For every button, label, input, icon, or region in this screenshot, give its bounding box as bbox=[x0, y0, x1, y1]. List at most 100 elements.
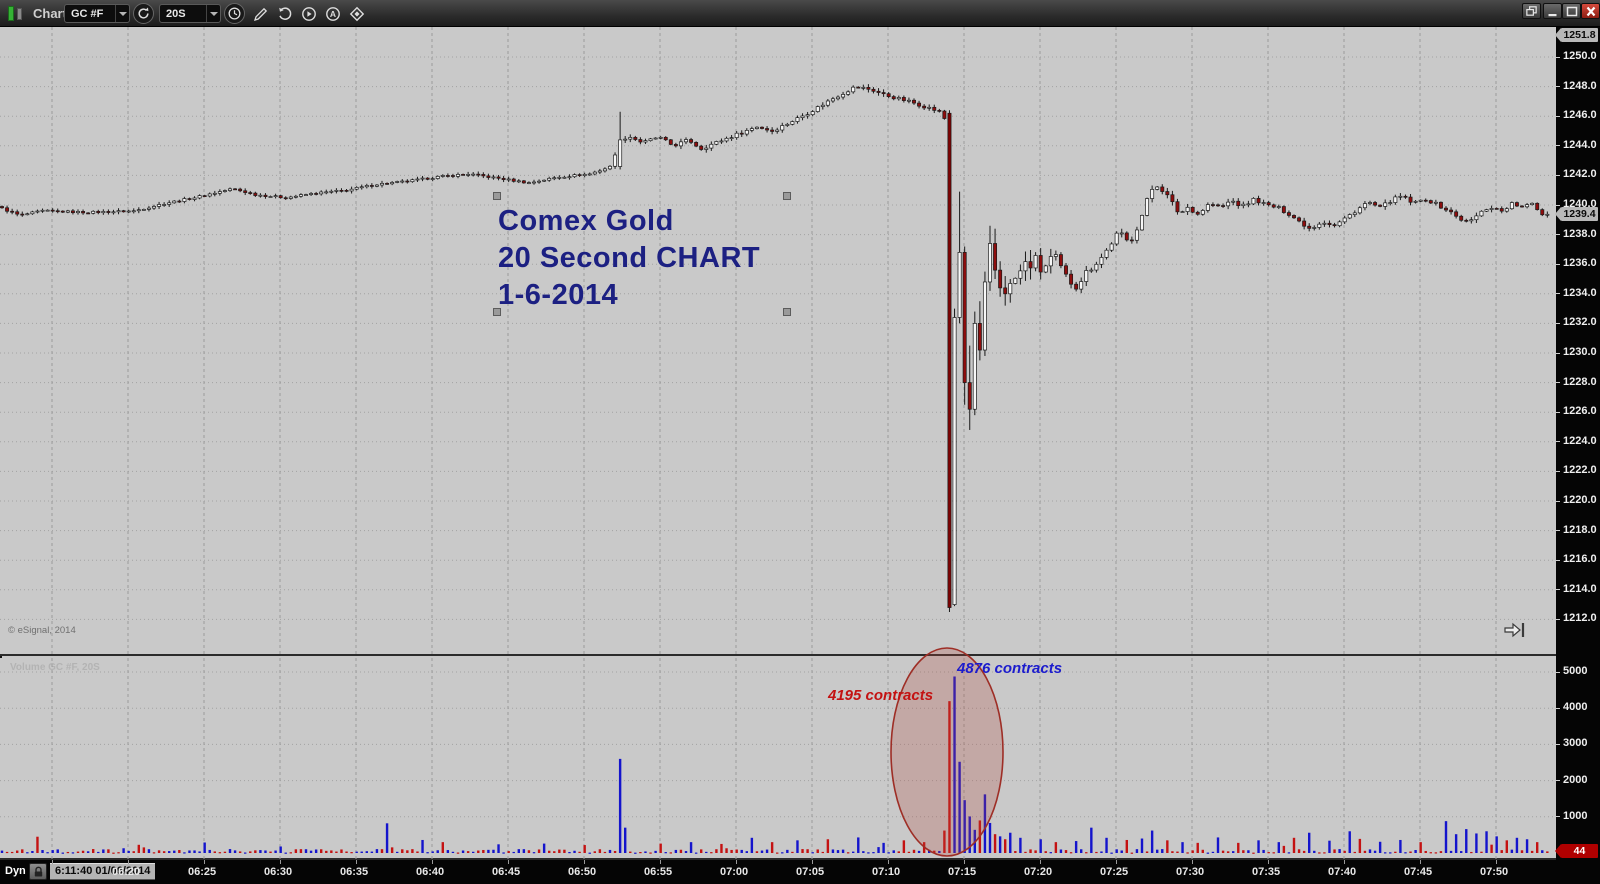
time-label: 06:25 bbox=[188, 866, 217, 878]
price-label: 1236.0 bbox=[1563, 257, 1597, 270]
time-tick bbox=[432, 860, 433, 864]
price-axis[interactable]: 1251.8 1239.4 44 1250.0 1248.0 1246.0 1244.… bbox=[1555, 27, 1600, 860]
minimize-button[interactable] bbox=[1543, 3, 1562, 19]
price-tick bbox=[1556, 293, 1560, 295]
price-tick bbox=[1556, 441, 1560, 443]
price-tick bbox=[1556, 204, 1560, 206]
time-tick bbox=[1116, 860, 1117, 864]
price-tick bbox=[1556, 56, 1560, 58]
time-tick bbox=[812, 860, 813, 864]
symbol-refresh-button[interactable] bbox=[133, 3, 154, 24]
lock-icon bbox=[34, 866, 42, 876]
volume-tick bbox=[1556, 743, 1560, 745]
link-diamond-icon bbox=[349, 6, 364, 21]
price-label: 1248.0 bbox=[1563, 79, 1597, 92]
circular-arrow-icon bbox=[278, 6, 291, 20]
volume-tick bbox=[1556, 780, 1560, 782]
time-tick bbox=[964, 860, 965, 864]
price-tick bbox=[1556, 589, 1560, 591]
time-axis-bar[interactable]: Dyn 6:11:40 01/06/2014 06:20 06:25 06:30 06… bbox=[0, 860, 1600, 884]
time-tick bbox=[736, 860, 737, 864]
interval-time-button[interactable] bbox=[224, 3, 245, 24]
lock-button[interactable] bbox=[29, 863, 47, 880]
price-label: 1212.0 bbox=[1563, 612, 1597, 625]
play-icon bbox=[301, 6, 316, 21]
session-high-marker: 1251.8 bbox=[1555, 28, 1598, 42]
time-label: 06:45 bbox=[492, 866, 521, 878]
minimize-icon bbox=[1548, 13, 1556, 16]
dyn-mode-label: Dyn bbox=[5, 865, 26, 877]
price-label: 1230.0 bbox=[1563, 346, 1597, 358]
maximize-button[interactable] bbox=[1562, 3, 1581, 19]
time-label: 07:10 bbox=[872, 866, 901, 878]
chevron-down-icon[interactable] bbox=[115, 5, 129, 22]
time-label: 07:20 bbox=[1024, 866, 1053, 878]
price-tick bbox=[1556, 145, 1560, 147]
letter-a-circle-icon: A bbox=[325, 6, 340, 21]
volume-label: 2000 bbox=[1563, 773, 1588, 786]
price-label: 1242.0 bbox=[1563, 168, 1597, 181]
price-tick bbox=[1556, 322, 1560, 324]
pencil-icon bbox=[253, 7, 267, 21]
time-label: 07:25 bbox=[1100, 866, 1129, 878]
price-label: 1234.0 bbox=[1563, 286, 1597, 299]
restore-icon bbox=[1526, 6, 1537, 16]
time-label: 07:35 bbox=[1252, 866, 1281, 878]
play-button[interactable] bbox=[298, 3, 319, 24]
price-label: 1240.0 bbox=[1563, 198, 1597, 210]
price-tick bbox=[1556, 500, 1560, 502]
refresh-icon bbox=[138, 7, 149, 19]
draw-tool-button[interactable] bbox=[250, 3, 271, 24]
restore-window-button[interactable] bbox=[1522, 3, 1541, 19]
price-tick bbox=[1556, 411, 1560, 413]
time-tick bbox=[52, 860, 53, 864]
chevron-down-icon[interactable] bbox=[206, 5, 220, 22]
time-tick bbox=[1496, 860, 1497, 864]
close-icon bbox=[1586, 6, 1595, 16]
window-title: Chart bbox=[33, 6, 67, 21]
price-label: 1238.0 bbox=[1563, 227, 1597, 240]
time-label: 07:15 bbox=[948, 866, 977, 878]
price-chart-canvas[interactable] bbox=[0, 27, 1556, 656]
price-label: 1224.0 bbox=[1563, 434, 1597, 447]
volume-label: 4000 bbox=[1563, 701, 1588, 714]
time-label: 07:30 bbox=[1176, 866, 1205, 878]
price-label: 1218.0 bbox=[1563, 523, 1597, 536]
time-label: 06:20 bbox=[112, 866, 141, 878]
time-label: 06:35 bbox=[340, 866, 369, 878]
svg-text:A: A bbox=[329, 9, 335, 19]
time-label: 07:40 bbox=[1328, 866, 1357, 878]
time-tick bbox=[1268, 860, 1269, 864]
last-price-marker: 1239.4 bbox=[1555, 206, 1598, 221]
reload-chart-button[interactable] bbox=[274, 3, 295, 24]
price-label: 1216.0 bbox=[1563, 553, 1597, 566]
time-label: 06:55 bbox=[644, 866, 673, 878]
time-tick bbox=[204, 860, 205, 864]
volume-label: 3000 bbox=[1563, 737, 1588, 750]
symbol-select[interactable]: GC #F bbox=[64, 4, 130, 23]
price-tick bbox=[1556, 115, 1560, 117]
auto-button[interactable]: A bbox=[322, 3, 343, 24]
time-tick bbox=[1420, 860, 1421, 864]
time-label: 07:50 bbox=[1480, 866, 1509, 878]
copyright-label: © eSignal, 2014 bbox=[8, 625, 76, 636]
time-label: 06:50 bbox=[568, 866, 597, 878]
volume-tick bbox=[1556, 671, 1560, 673]
price-chart-panel[interactable]: © eSignal, 2014 bbox=[0, 27, 1556, 656]
price-label: 1226.0 bbox=[1563, 405, 1597, 418]
link-button[interactable] bbox=[346, 3, 367, 24]
price-label: 1222.0 bbox=[1563, 464, 1597, 477]
interval-select[interactable]: 20S bbox=[159, 4, 221, 23]
price-label: 1220.0 bbox=[1563, 494, 1597, 506]
titlebar[interactable]: Chart GC #F 20S A bbox=[0, 0, 1600, 27]
price-label: 1228.0 bbox=[1563, 375, 1597, 388]
volume-chart-canvas[interactable] bbox=[0, 658, 1556, 860]
price-tick bbox=[1556, 234, 1560, 236]
price-tick bbox=[1556, 618, 1560, 620]
price-label: 1214.0 bbox=[1563, 582, 1597, 595]
volume-panel[interactable]: Volume GC #F, 20S bbox=[0, 658, 1556, 860]
volume-tick bbox=[1556, 707, 1560, 709]
close-button[interactable] bbox=[1581, 3, 1600, 19]
price-tick bbox=[1556, 470, 1560, 472]
